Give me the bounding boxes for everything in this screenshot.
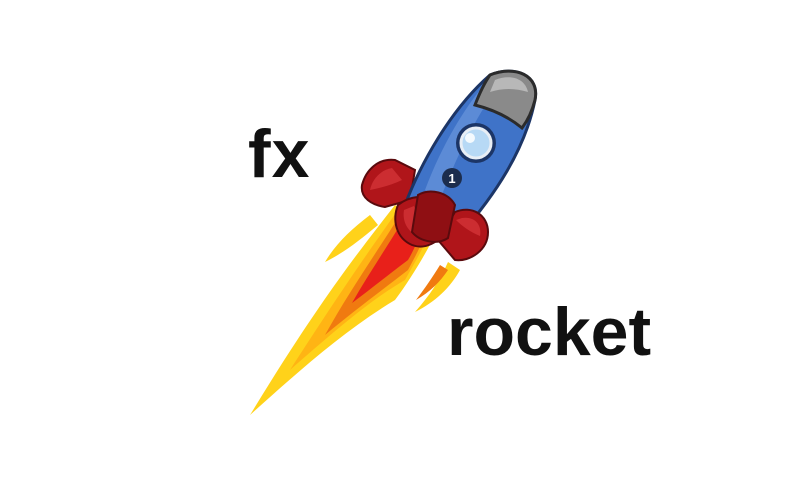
fin-right-icon	[394, 190, 490, 262]
rocket-badge: 1	[448, 171, 455, 186]
logo-word-fx: fx	[248, 116, 311, 192]
rocket-badge-number: 1	[448, 171, 455, 186]
logo-word-rocket: rocket	[447, 294, 652, 370]
fin-left-icon	[360, 158, 417, 209]
flame-icon	[250, 205, 460, 415]
